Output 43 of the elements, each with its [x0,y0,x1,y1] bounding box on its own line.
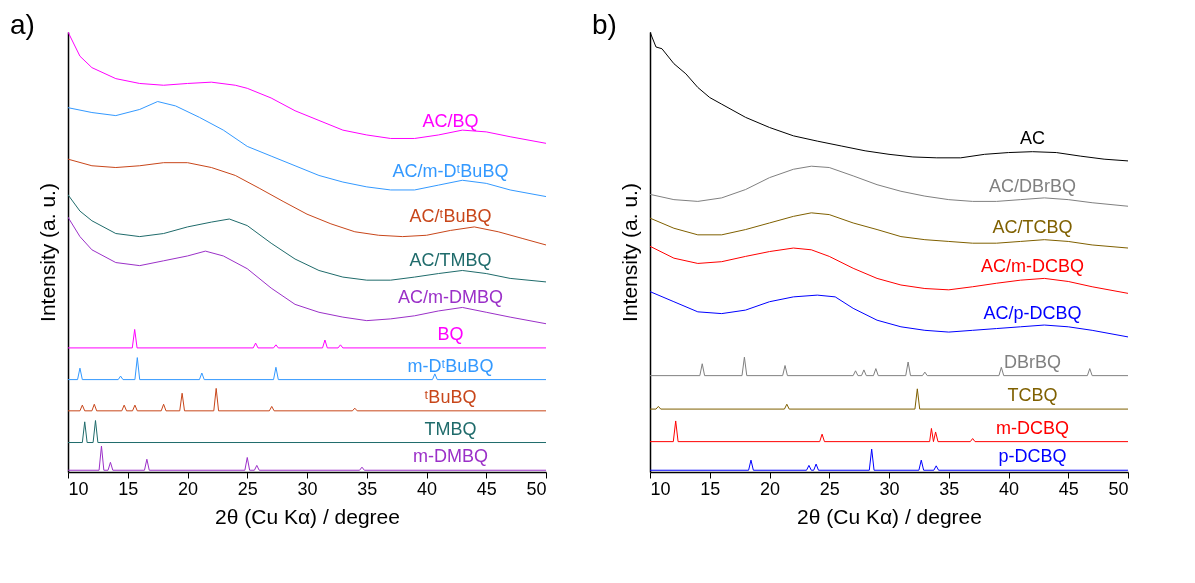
x-tick-label: 25 [237,478,258,499]
series-label: p-DCBQ [998,446,1067,467]
y-axis-title: Intensity (a. u.) [617,183,641,322]
x-tick-label: 30 [879,478,900,499]
x-tick-label: 35 [357,478,378,499]
x-tick-label: 20 [759,478,781,499]
series-label: AC/ᵗBuBQ [409,206,492,227]
series-label: ᵗBuBQ [424,386,477,407]
series-label: BQ [437,323,464,344]
x-tick-label: 10 [68,478,89,499]
x-tick-label: 40 [998,478,1020,499]
series-label: m-DᵗBuBQ [407,355,494,376]
chart-title: b) [592,9,617,40]
series-label: AC/TMBQ [409,249,492,270]
series-label: AC/DBrBQ [988,175,1076,196]
x-tick-label: 30 [297,478,318,499]
series-label: AC/BQ [422,110,479,131]
series-label: AC/p-DCBQ [983,302,1082,323]
x-tick-label: 40 [416,478,438,499]
x-tick-label: 45 [476,478,497,499]
x-tick-label: 25 [819,478,840,499]
x-tick-label: 50 [1108,478,1129,499]
x-axis-title: 2θ (Cu Kα) / degree [215,504,400,528]
series-label: AC/m-DMBQ [397,286,503,307]
series-label: TCBQ [1007,385,1058,406]
series-label: m-DCBQ [995,417,1069,438]
x-tick-label: 15 [118,478,139,499]
series-label: AC/m-DᵗBuBQ [392,161,509,182]
x-tick-label: 35 [939,478,960,499]
series-label: AC/TCBQ [992,217,1073,238]
series-label: AC [1019,127,1045,148]
chart-title: a) [10,9,35,40]
series-label: DBrBQ [1003,351,1061,372]
series-label: AC/m-DCBQ [980,256,1084,277]
x-tick-label: 10 [650,478,671,499]
x-tick-label: 45 [1058,478,1079,499]
x-tick-label: 50 [526,478,547,499]
x-tick-label: 20 [177,478,199,499]
x-tick-label: 15 [700,478,721,499]
series-label: TMBQ [424,418,477,439]
series-label: m-DMBQ [412,446,488,467]
x-axis-title: 2θ (Cu Kα) / degree [797,504,982,528]
y-axis-title: Intensity (a. u.) [35,183,59,322]
